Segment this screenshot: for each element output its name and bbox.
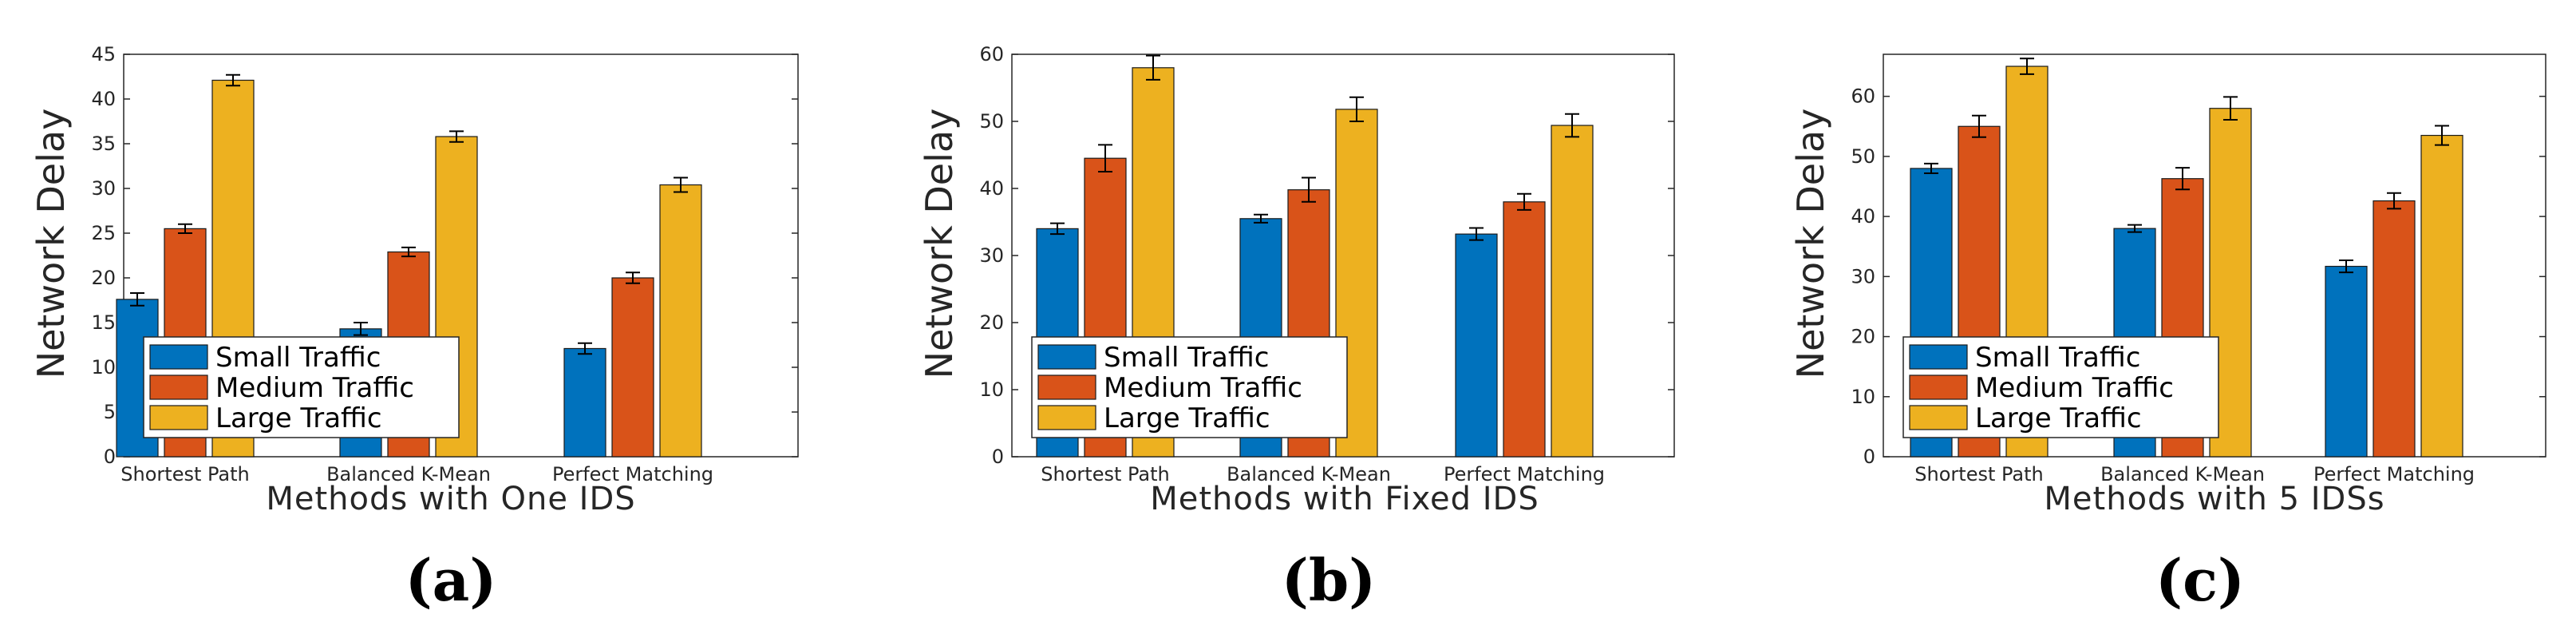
y-axis-label: Network Delay — [1789, 109, 1832, 379]
x-tick-label: Shortest Path — [1041, 463, 1169, 485]
y-tick-label: 40 — [1851, 205, 1875, 228]
legend-label-large: Large Traffic — [215, 402, 382, 434]
y-tick-label: 20 — [91, 267, 116, 289]
legend-label-medium: Medium Traffic — [1104, 372, 1302, 404]
chart-panel-1: 0 5 10 15 20 25 30 35 40 45 Shortest Path Balanced … — [30, 43, 799, 614]
bar-small-3 — [563, 347, 606, 458]
bar-small-3 — [1455, 233, 1498, 458]
legend-label-medium: Medium Traffic — [1975, 372, 2174, 404]
bar-large-3 — [659, 184, 702, 458]
y-tick-label: 20 — [1851, 326, 1875, 348]
chart-panel-2: 0 10 20 30 40 50 60 Shortest Path Balanced K-Mea… — [918, 43, 1675, 614]
x-axis-label: Methods with Fixed IDS — [1150, 481, 1539, 517]
bar-large-3 — [2420, 134, 2463, 458]
y-tick-label: 30 — [979, 244, 1004, 267]
y-tick-label: 20 — [979, 311, 1004, 334]
y-tick-label: 30 — [91, 177, 116, 200]
panel-label: (a) — [405, 546, 497, 614]
legend-swatch-small — [1037, 344, 1096, 370]
legend-swatch-medium — [1909, 374, 1968, 400]
y-tick-label: 35 — [91, 133, 116, 155]
x-tick-label: Shortest Path — [121, 463, 249, 485]
legend-swatch-small — [149, 344, 208, 370]
legend-swatch-large — [1037, 405, 1096, 430]
y-tick-label: 50 — [979, 110, 1004, 133]
y-tick-label: 50 — [1851, 145, 1875, 168]
legend-swatch-large — [149, 405, 208, 430]
legend-swatch-large — [1909, 405, 1968, 430]
x-tick-label: Perfect Matching — [552, 463, 713, 485]
x-tick-label: Balanced K-Mean — [326, 463, 491, 485]
y-tick-label: 10 — [979, 378, 1004, 401]
panel-label: (b) — [1282, 546, 1376, 614]
bar-medium-3 — [1503, 201, 1546, 458]
y-axis-label: Network Delay — [30, 109, 73, 379]
legend-swatch-medium — [149, 374, 208, 400]
legend-label-medium: Medium Traffic — [215, 372, 414, 404]
y-axis-label: Network Delay — [918, 109, 961, 379]
y-tick-label: 10 — [1851, 386, 1875, 408]
y-tick-label: 25 — [91, 222, 116, 244]
x-tick-label: Shortest Path — [1914, 463, 2043, 485]
y-tick-label: 0 — [1863, 446, 1875, 468]
legend-label-large: Large Traffic — [1104, 402, 1270, 434]
bar-small-3 — [2325, 265, 2368, 458]
legend-label-small: Small Traffic — [1975, 342, 2140, 374]
y-tick-label: 60 — [979, 43, 1004, 65]
y-tick-label: 15 — [91, 311, 116, 334]
x-tick-label: Perfect Matching — [2313, 463, 2475, 485]
y-tick-label: 40 — [91, 88, 116, 110]
x-tick-label: Balanced K-Mean — [1227, 463, 1391, 485]
y-tick-label: 60 — [1851, 85, 1875, 108]
y-tick-label: 45 — [91, 43, 116, 65]
x-tick-label: Balanced K-Mean — [2100, 463, 2265, 485]
y-tick-label: 5 — [104, 401, 116, 423]
chart-panel-3: 0 10 20 30 40 50 60 Shortest Path Balanced K-Mea… — [1789, 53, 2546, 614]
legend-label-large: Large Traffic — [1975, 402, 2142, 434]
y-tick-label: 0 — [992, 446, 1004, 468]
legend-swatch-small — [1909, 344, 1968, 370]
x-axis-label: Methods with 5 IDSs — [2044, 481, 2384, 517]
y-tick-label: 40 — [979, 177, 1004, 200]
legend-label-small: Small Traffic — [215, 342, 381, 374]
x-axis-label: Methods with One IDS — [266, 481, 635, 517]
panel-label: (c) — [2155, 546, 2245, 614]
bar-medium-3 — [2373, 200, 2416, 458]
y-tick-label: 0 — [104, 446, 116, 468]
y-tick-label: 10 — [91, 356, 116, 378]
legend-swatch-medium — [1037, 374, 1096, 400]
x-tick-label: Perfect Matching — [1444, 463, 1605, 485]
bar-medium-3 — [611, 277, 654, 458]
legend-label-small: Small Traffic — [1104, 342, 1269, 374]
bar-large-3 — [1551, 125, 1594, 458]
y-tick-label: 30 — [1851, 265, 1875, 287]
